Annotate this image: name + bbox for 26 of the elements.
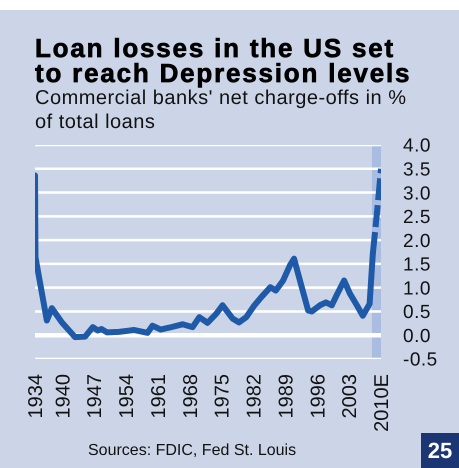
x-tick-label: 1968 — [180, 374, 202, 418]
y-tick-label: 1.0 — [403, 278, 431, 300]
chart-subtitle: Commercial banks' net charge-offs in % of total loans — [35, 87, 408, 134]
y-tick-label: 3.5 — [403, 160, 431, 181]
source-note: Sources: FDIC, Fed St. Louis — [88, 442, 296, 460]
y-tick-label: 0.0 — [403, 326, 431, 347]
x-tick-label: 1982 — [244, 374, 266, 418]
y-tick-label: 2.5 — [403, 207, 431, 228]
y-tick-label: 0.5 — [403, 302, 431, 324]
x-tick-label: 2010E — [371, 374, 393, 432]
x-tick-label: 1961 — [148, 374, 170, 418]
x-tick-label: 1975 — [212, 374, 234, 418]
x-tick-label: 1996 — [307, 374, 330, 418]
x-tick-label: 1954 — [116, 374, 138, 418]
x-tick-label: 2003 — [339, 374, 362, 418]
x-tick-label: 1989 — [275, 374, 298, 418]
y-tick-label: 3.0 — [403, 183, 431, 204]
chart-title: Loan losses in the US set to reach Depression levels — [35, 33, 412, 88]
x-tick-label: 1940 — [52, 374, 74, 418]
y-tick-label: 4.0 — [403, 136, 431, 157]
y-tick-label: 2.0 — [403, 230, 431, 252]
y-tick-label: -0.5 — [403, 350, 438, 371]
text: 25 — [421, 433, 459, 468]
y-tick-label: 1.5 — [403, 254, 431, 276]
x-tick-label: 1947 — [84, 374, 106, 418]
x-tick-label: 1934 — [25, 374, 47, 418]
